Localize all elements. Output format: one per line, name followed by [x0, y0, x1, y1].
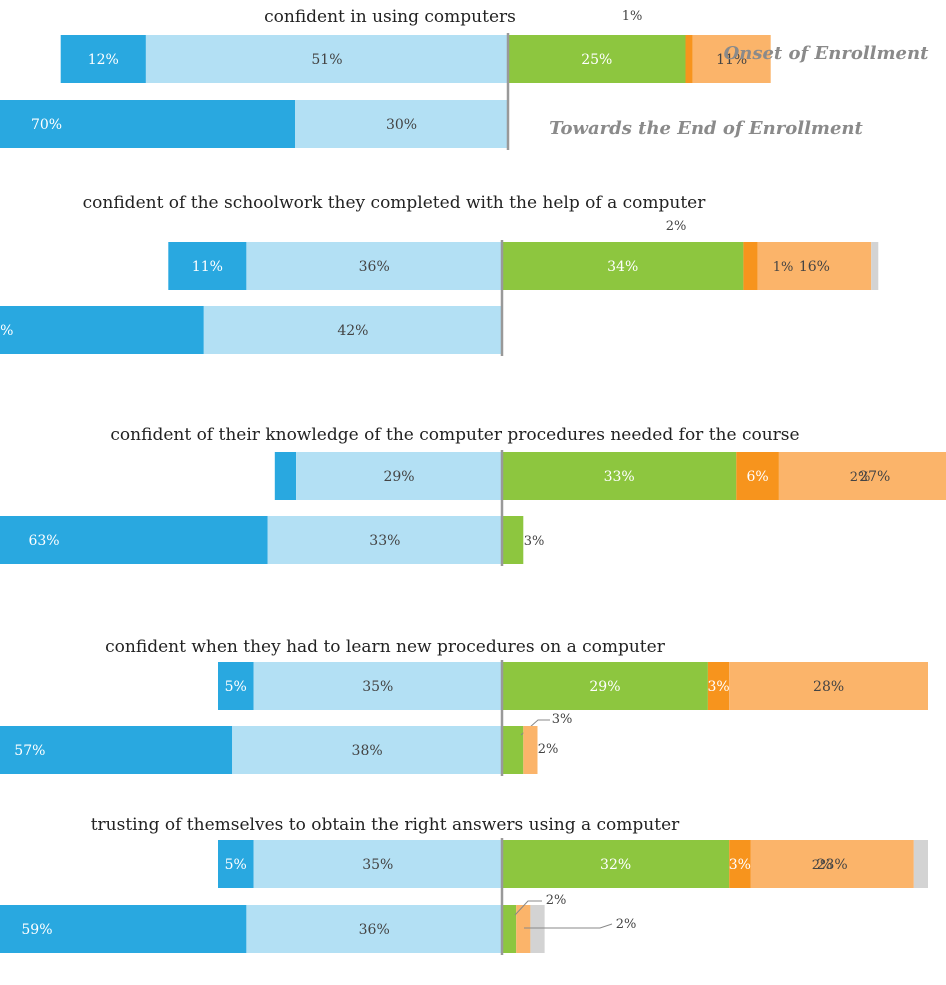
row-label-onset: Onset of Enrollment [724, 43, 930, 64]
bar-segment [871, 242, 879, 290]
data-label: 3% [552, 712, 573, 727]
bar-segment [729, 662, 928, 710]
data-label: 16% [799, 259, 830, 275]
bar-segment [502, 840, 730, 888]
data-label: 2% [812, 858, 833, 873]
data-label: 35% [362, 857, 393, 873]
bar-segment [0, 905, 247, 953]
data-label: 2% [546, 893, 567, 908]
data-label: 5% [225, 857, 247, 873]
data-label: 42% [337, 323, 368, 339]
data-label: 38% [352, 743, 383, 759]
data-label: 33% [604, 469, 635, 485]
data-label: 70% [31, 117, 62, 133]
bar-segment [685, 35, 693, 83]
bar-segment [750, 840, 914, 888]
group-title: confident of their knowledge of the comp… [110, 425, 799, 445]
data-label: 34% [607, 259, 638, 275]
bar-segment [502, 516, 524, 564]
group-title: trusting of themselves to obtain the rig… [91, 815, 680, 835]
data-label: 3% [729, 857, 751, 873]
bar-segment [274, 452, 297, 500]
data-label: 1% [622, 9, 643, 24]
data-label: 3% [524, 534, 545, 549]
bar-segment [218, 662, 254, 710]
bar-segment [743, 242, 758, 290]
bar-segment [778, 452, 946, 500]
bar-segment [60, 35, 146, 83]
group-title: confident of the schoolwork they complet… [83, 193, 707, 213]
data-label: 3% [707, 679, 729, 695]
data-label: 58% [0, 323, 13, 339]
bar-segment [530, 905, 545, 953]
bar-segment [707, 662, 730, 710]
bar-segment [502, 905, 517, 953]
bar-segment [692, 35, 771, 83]
data-label: 1% [773, 260, 794, 275]
data-label: 2% [616, 917, 637, 932]
bar-segment [913, 840, 928, 888]
bar-segment [736, 452, 779, 500]
bar-segment [232, 726, 502, 774]
data-label: 6% [746, 469, 768, 485]
bar-segment [253, 840, 502, 888]
data-label: 63% [28, 533, 59, 549]
bar-segment [168, 242, 247, 290]
data-label: 5% [225, 679, 247, 695]
bar-segment [502, 452, 737, 500]
bar-segment [203, 306, 503, 354]
row-label-end: Towards the End of Enrollment [549, 118, 863, 139]
bar-segment [0, 306, 204, 354]
data-label: 30% [386, 117, 417, 133]
bar-segment [757, 242, 872, 290]
data-label: 11% [192, 259, 223, 275]
data-label: 2% [538, 742, 559, 757]
bar-segment [502, 726, 524, 774]
group-title: confident in using computers [264, 7, 516, 27]
bar-segment [0, 100, 295, 148]
bar-segment [729, 840, 751, 888]
group-title: confident when they had to learn new pro… [105, 637, 666, 657]
data-label: 36% [359, 922, 390, 938]
data-label: 29% [383, 469, 414, 485]
data-label: 33% [369, 533, 400, 549]
label-leader-line [514, 900, 542, 916]
bar-segment [218, 840, 254, 888]
data-label: 2% [850, 470, 871, 485]
bar-segment [253, 662, 502, 710]
data-label: 23% [817, 857, 848, 873]
data-label: 11% [716, 52, 747, 68]
bar-segment [502, 242, 744, 290]
data-label: 28% [813, 679, 844, 695]
data-label: 57% [14, 743, 45, 759]
data-label: 36% [359, 259, 390, 275]
bar-segment [0, 726, 233, 774]
bar-segment [145, 35, 508, 83]
data-label: 27% [859, 469, 890, 485]
bar-segment [508, 35, 686, 83]
data-label: 2% [666, 219, 687, 234]
bar-segment [267, 516, 502, 564]
data-label: 32% [600, 857, 631, 873]
bar-segment [246, 242, 502, 290]
data-label: 25% [581, 52, 612, 68]
bar-segment [0, 516, 268, 564]
bar-segment [295, 100, 508, 148]
bar-segment [296, 452, 502, 500]
data-label: 12% [88, 52, 119, 68]
bar-segment [246, 905, 502, 953]
bar-segment [516, 905, 531, 953]
label-leader-line [524, 923, 613, 929]
bar-segment [502, 662, 708, 710]
data-label: 29% [589, 679, 620, 695]
bar-segment [523, 726, 538, 774]
data-label: 51% [311, 52, 342, 68]
data-label: 59% [21, 922, 52, 938]
data-label: 35% [362, 679, 393, 695]
